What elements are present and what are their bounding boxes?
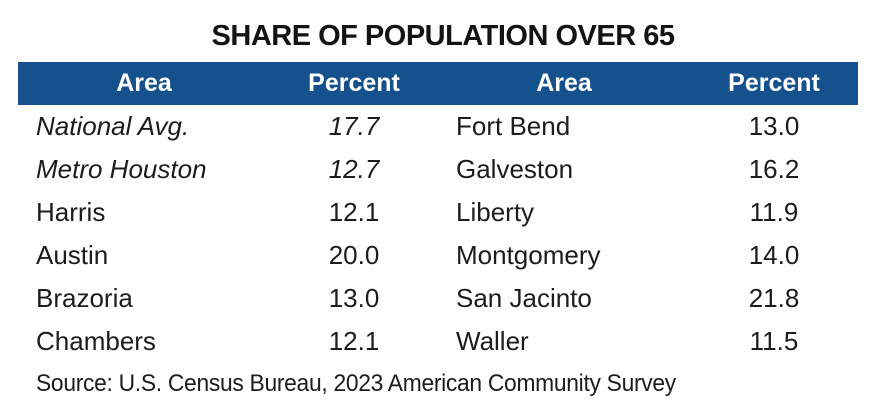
table-row: Chambers 12.1 Waller 11.5 — [18, 320, 858, 363]
area-cell: Galveston — [456, 154, 574, 184]
source-note: Source: U.S. Census Bureau, 2023 America… — [36, 370, 676, 397]
percent-cell: 11.9 — [749, 197, 799, 227]
percent-cell: 14.0 — [748, 240, 800, 270]
area-cell: Chambers — [36, 326, 156, 356]
percent-cell: 16.2 — [748, 154, 800, 184]
header-area-1: Area — [116, 69, 172, 97]
percent-cell: 20.0 — [328, 240, 380, 270]
percent-cell: 12.1 — [328, 197, 380, 227]
percent-cell: 11.5 — [749, 326, 799, 356]
table-row: Metro Houston 12.7 Galveston 16.2 — [18, 148, 858, 191]
percent-cell: 17.7 — [328, 111, 380, 141]
percent-cell: 12.7 — [328, 154, 380, 184]
percent-cell: 13.0 — [748, 111, 800, 141]
table-row: Brazoria 13.0 San Jacinto 21.8 — [18, 277, 858, 320]
table-row: Austin 20.0 Montgomery 14.0 — [18, 234, 858, 277]
table-header-row: Area Percent Area Percent — [18, 62, 858, 105]
percent-cell: 13.0 — [328, 283, 380, 313]
data-table: Area Percent Area Percent National Avg. … — [18, 62, 858, 363]
area-cell: Metro Houston — [36, 154, 207, 184]
percent-cell: 12.1 — [328, 326, 380, 356]
area-cell: Brazoria — [36, 283, 133, 313]
table-row: National Avg. 17.7 Fort Bend 13.0 — [18, 105, 858, 148]
page-title: SHARE OF POPULATION OVER 65 — [211, 20, 675, 52]
area-cell: National Avg. — [36, 111, 190, 141]
table-row: Harris 12.1 Liberty 11.9 — [18, 191, 858, 234]
area-cell: Montgomery — [456, 240, 601, 270]
percent-cell: 21.8 — [748, 283, 800, 313]
area-cell: Fort Bend — [456, 111, 571, 141]
area-cell: Austin — [36, 240, 109, 270]
area-cell: San Jacinto — [456, 283, 592, 313]
header-area-2: Area — [536, 69, 592, 97]
area-cell: Waller — [456, 326, 529, 356]
header-percent-1: Percent — [308, 69, 400, 97]
area-cell: Harris — [36, 197, 106, 227]
header-percent-2: Percent — [728, 69, 820, 97]
area-cell: Liberty — [456, 197, 535, 227]
